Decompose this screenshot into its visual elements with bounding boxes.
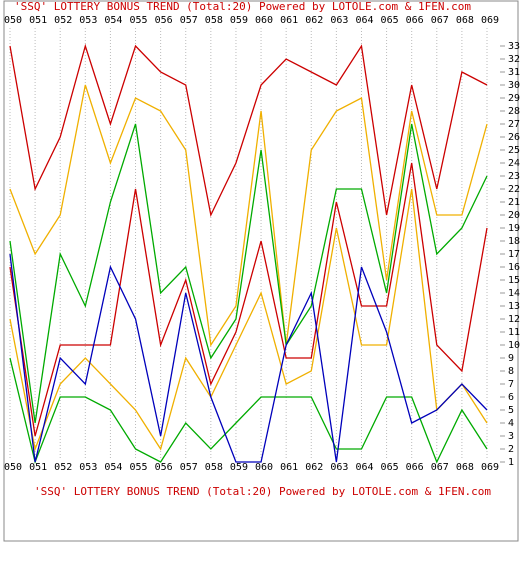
y-tick-label: 1 [508,457,514,468]
x-tick-label: 052 [54,462,72,473]
x-tick-label: 061 [280,462,298,473]
y-tick-label: 27 [508,119,520,130]
y-tick-label: 29 [508,93,520,104]
x-tick-label: 067 [431,462,449,473]
x-tick-label-top: 056 [155,15,173,26]
y-tick-label: 24 [508,158,520,169]
x-tick-label-top: 066 [406,15,424,26]
x-tick-label: 060 [255,462,273,473]
y-tick-label: 15 [508,275,520,286]
x-tick-label-top: 054 [104,15,122,26]
y-tick-label: 14 [508,288,520,299]
y-tick-label: 31 [508,67,520,78]
y-tick-label: 21 [508,197,520,208]
y-tick-label: 18 [508,236,520,247]
frame [3,0,519,542]
y-tick-label: 8 [508,366,514,377]
y-tick-label: 25 [508,145,520,156]
x-tick-label-top: 050 [4,15,22,26]
series-line [9,357,488,465]
y-tick-label: 30 [508,80,520,91]
y-tick-label: 13 [508,301,520,312]
y-tick-label: 4 [508,418,514,429]
x-tick-label: 063 [330,462,348,473]
y-tick-label: 6 [508,392,514,403]
y-tick-label: 33 [508,41,520,52]
x-tick-label-top: 065 [381,15,399,26]
y-tick-label: 10 [508,340,520,351]
y-tick-label: 12 [508,314,520,325]
x-tick-label: 056 [155,462,173,473]
x-tick-label: 065 [381,462,399,473]
x-tick-label: 069 [481,462,499,473]
y-tick-label: 16 [508,262,520,273]
y-tick-label: 20 [508,210,520,221]
x-tick-label: 059 [230,462,248,473]
x-tick-label: 051 [29,462,47,473]
x-tick-label: 066 [406,462,424,473]
chart-title: 'SSQ' LOTTERY BONUS TREND (Total:20) Pow… [14,0,471,13]
series-line [9,253,488,463]
y-tick-label: 17 [508,249,520,260]
x-tick-label-top: 059 [230,15,248,26]
y-tick-label: 26 [508,132,520,143]
x-tick-label-top: 052 [54,15,72,26]
x-tick-label-top: 058 [205,15,223,26]
series-line [9,123,488,424]
x-tick-label-top: 061 [280,15,298,26]
series-line [9,43,488,218]
y-tick-label: 7 [508,379,514,390]
x-tick-label-top: 060 [255,15,273,26]
x-tick-label: 050 [4,462,22,473]
y-tick-label: 2 [508,444,514,455]
x-tick-label-top: 067 [431,15,449,26]
x-tick-label-top: 063 [330,15,348,26]
y-tick-label: 22 [508,184,520,195]
x-tick-label-top: 055 [129,15,147,26]
y-tick-label: 5 [508,405,514,416]
x-tick-label-top: 062 [305,15,323,26]
y-tick-label: 9 [508,353,514,364]
x-tick-label-top: 057 [180,15,198,26]
y-tick-label: 11 [508,327,520,338]
x-tick-label-top: 068 [456,15,474,26]
series-line [9,84,488,347]
series-line [9,162,488,437]
x-tick-label-top: 053 [79,15,97,26]
y-tick-label: 28 [508,106,520,117]
y-tick-label: 23 [508,171,520,182]
x-tick-label-top: 064 [355,15,373,26]
y-tick-label: 3 [508,431,514,442]
x-tick-label: 055 [129,462,147,473]
x-tick-label: 064 [355,462,373,473]
y-tick-label: 32 [508,54,520,65]
x-tick-label-top: 069 [481,15,499,26]
x-tick-label: 053 [79,462,97,473]
x-tick-label: 057 [180,462,198,473]
x-tick-label: 054 [104,462,122,473]
x-tick-label: 068 [456,462,474,473]
y-tick-label: 19 [508,223,520,234]
x-tick-label: 058 [205,462,223,473]
chart-footer-title: 'SSQ' LOTTERY BONUS TREND (Total:20) Pow… [34,485,491,498]
x-tick-label: 062 [305,462,323,473]
x-tick-label-top: 051 [29,15,47,26]
